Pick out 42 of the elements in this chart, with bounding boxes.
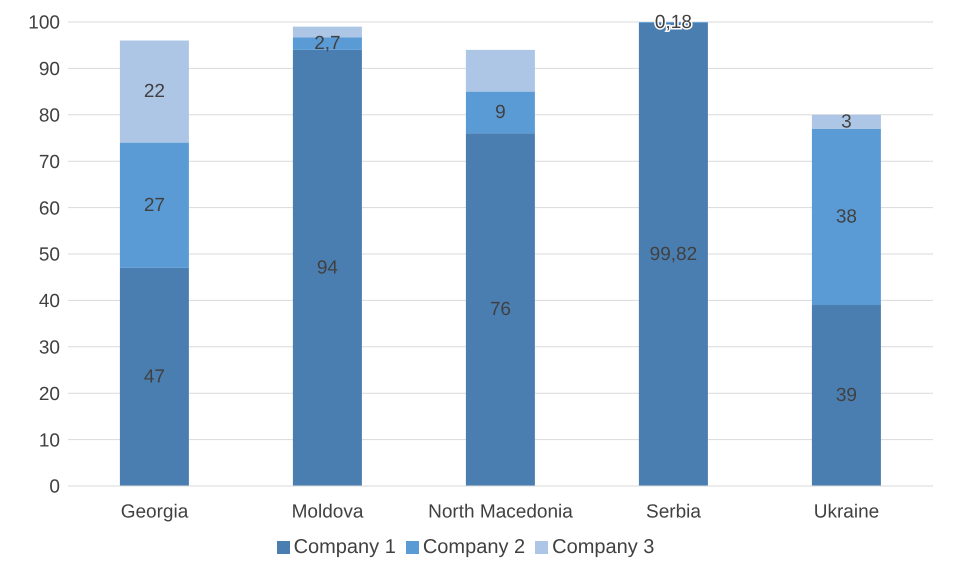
y-tick-label: 80	[38, 106, 60, 127]
y-tick-label: 40	[38, 291, 60, 312]
bar	[120, 142, 189, 268]
legend-label: Company 1	[294, 536, 396, 558]
y-tick-label: 30	[38, 338, 60, 359]
bar	[120, 268, 189, 486]
bar	[292, 26, 362, 38]
bar	[466, 133, 535, 486]
y-tick-label: 50	[38, 244, 60, 266]
data-label: 99,82	[650, 244, 698, 265]
data-label: 38	[836, 206, 857, 228]
bar	[812, 305, 881, 486]
x-tick-label: Ukraine	[814, 501, 880, 522]
bar	[812, 128, 881, 306]
x-tick-label: Serbia	[646, 501, 702, 522]
y-tick-label: 0	[49, 476, 60, 498]
bar	[292, 37, 362, 50]
x-tick-label: Georgia	[120, 501, 189, 522]
x-tick-label: North Macedonia	[428, 501, 574, 522]
y-tick-label: 60	[38, 198, 60, 220]
data-label: 27	[144, 194, 165, 216]
bar	[292, 50, 362, 486]
data-label: 94	[316, 257, 338, 278]
y-tick-label: 20	[38, 384, 60, 405]
bar	[466, 92, 535, 134]
y-tick-label: 90	[38, 59, 60, 80]
y-tick-label: 100	[28, 12, 60, 34]
x-tick-label: Moldova	[292, 501, 364, 522]
data-label: 39	[836, 385, 857, 406]
y-tick-label: 10	[38, 430, 60, 452]
bar	[466, 50, 535, 92]
data-label: 22	[144, 81, 165, 102]
bar	[812, 114, 881, 129]
data-label: 47	[144, 366, 165, 388]
legend-label: Company 2	[422, 536, 526, 558]
y-tick-label: 70	[38, 152, 60, 173]
data-label: 9	[495, 102, 506, 123]
bar	[120, 40, 189, 143]
legend-label: Company 3	[552, 536, 654, 558]
data-label: 3	[841, 111, 852, 132]
data-label: 2,7	[314, 33, 341, 54]
data-label: 76	[490, 299, 511, 320]
